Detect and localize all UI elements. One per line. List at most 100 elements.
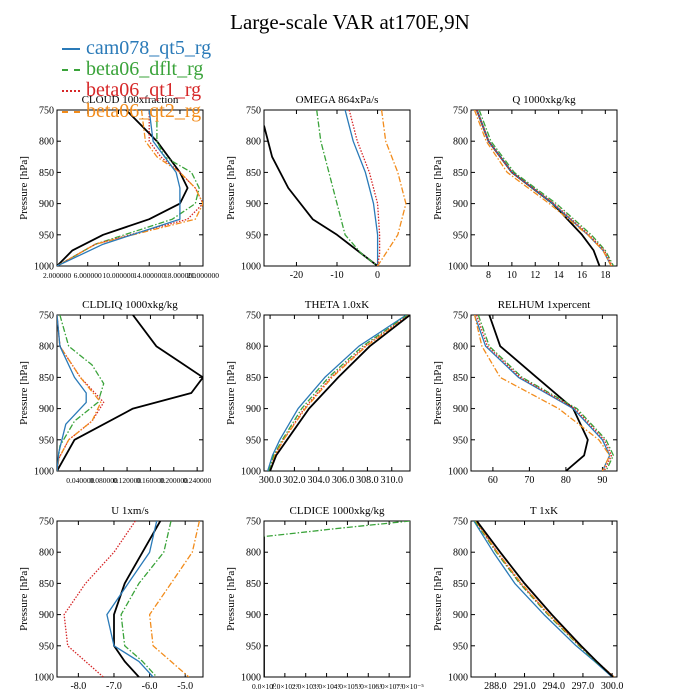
x-tick-label: -8.0 bbox=[70, 681, 86, 692]
panel-title: THETA 1.0xK bbox=[305, 299, 370, 311]
plot-frame bbox=[56, 314, 204, 472]
x-tick-label: 0.240000 bbox=[183, 476, 211, 485]
x-tick-label: -10 bbox=[330, 270, 343, 281]
series-line-beta06-qt1-rg bbox=[269, 315, 410, 471]
y-tick-label: 800 bbox=[39, 342, 54, 353]
y-axis-label: Pressure [hPa] bbox=[18, 361, 30, 425]
plot-frame bbox=[470, 520, 618, 678]
panel-title: CLOUD 100xfraction bbox=[82, 94, 179, 106]
legend-item: cam078_qt5_rg bbox=[62, 38, 211, 59]
y-tick-label: 750 bbox=[453, 517, 468, 528]
y-tick-label: 800 bbox=[39, 137, 54, 148]
series-group bbox=[57, 110, 203, 266]
series-line-beta06-qt1-rg bbox=[476, 110, 613, 266]
series-line-cam078-qt5-rg bbox=[106, 521, 158, 677]
y-tick-label: 1000 bbox=[34, 673, 54, 684]
y-tick-label: 750 bbox=[246, 311, 261, 322]
legend-label: cam078_qt5_rg bbox=[86, 37, 212, 59]
y-axis-label: Pressure [hPa] bbox=[225, 567, 237, 631]
x-tick-label: 90 bbox=[597, 475, 607, 486]
y-tick-label: 1000 bbox=[241, 673, 261, 684]
plot-frame bbox=[263, 520, 411, 678]
panel-title: U 1xm/s bbox=[111, 505, 149, 517]
y-tick-label: 900 bbox=[453, 199, 468, 210]
page-title: Large-scale VAR at170E,9N bbox=[230, 10, 470, 34]
legend-swatch bbox=[62, 69, 80, 72]
y-tick-label: 850 bbox=[39, 168, 54, 179]
y-tick-label: 1000 bbox=[448, 673, 468, 684]
panel-title: T 1xK bbox=[530, 505, 558, 517]
y-tick-label: 1000 bbox=[448, 467, 468, 478]
series-line-cam078-qt5-rg bbox=[267, 315, 407, 471]
y-tick-label: 850 bbox=[453, 373, 468, 384]
series-group bbox=[264, 110, 407, 266]
x-tick-label: 300.0 bbox=[259, 475, 282, 486]
x-tick-label: 6.000000 bbox=[74, 271, 102, 280]
y-tick-label: 900 bbox=[453, 610, 468, 621]
x-tick-label: 310.0 bbox=[381, 475, 404, 486]
series-line-beta06-qt2-rg bbox=[57, 110, 203, 266]
x-tick-label: 14 bbox=[554, 270, 564, 281]
y-tick-label: 950 bbox=[246, 641, 261, 652]
y-tick-label: 950 bbox=[246, 435, 261, 446]
x-tick-label: 18.000000 bbox=[164, 271, 196, 280]
series-group bbox=[473, 315, 615, 471]
x-tick-label: -20 bbox=[290, 270, 303, 281]
series-line-obs bbox=[57, 110, 189, 266]
series-line-beta06-qt2-rg bbox=[148, 521, 201, 677]
y-tick-label: 750 bbox=[39, 106, 54, 117]
series-line-cam078-qt5-rg bbox=[473, 521, 613, 677]
series-line-obs bbox=[57, 315, 203, 471]
y-tick-label: 850 bbox=[246, 373, 261, 384]
plot-frame bbox=[470, 109, 618, 267]
y-tick-label: 1000 bbox=[241, 262, 261, 273]
panel-title: OMEGA 864xPa/s bbox=[296, 94, 379, 106]
y-tick-label: 800 bbox=[453, 342, 468, 353]
panel-title: Q 1000xkg/kg bbox=[512, 94, 576, 106]
legend-swatch bbox=[62, 48, 80, 51]
y-tick-label: 850 bbox=[39, 579, 54, 590]
plot-frame bbox=[56, 520, 204, 678]
x-tick-label: 0.040000 bbox=[66, 476, 94, 485]
series-line-obs bbox=[269, 315, 410, 471]
series-line-beta06-qt2-rg bbox=[473, 110, 612, 266]
x-tick-label: 16 bbox=[577, 270, 587, 281]
x-tick-label: -5.0 bbox=[177, 681, 193, 692]
x-tick-label: 304.0 bbox=[308, 475, 331, 486]
y-tick-label: 950 bbox=[453, 641, 468, 652]
x-tick-label: 0.160000 bbox=[136, 476, 164, 485]
chart-panel: RELHUM 1xpercent Pressure [hPa] 750 800 850 9… bbox=[432, 299, 618, 486]
x-tick-label: 12 bbox=[530, 270, 540, 281]
x-tick-label: 21.000000 bbox=[187, 271, 219, 280]
x-tick-label: 4.0×10⁻⁵ bbox=[334, 682, 362, 691]
y-tick-label: 750 bbox=[246, 517, 261, 528]
plot-frame bbox=[56, 109, 204, 267]
y-tick-label: 1000 bbox=[448, 262, 468, 273]
plot-frame bbox=[470, 314, 618, 472]
panel-title: RELHUM 1xpercent bbox=[498, 299, 591, 311]
y-axis-label: Pressure [hPa] bbox=[225, 361, 237, 425]
chart-panel: U 1xm/s Pressure [hPa] 750 800 850 900 950 1000… bbox=[18, 505, 204, 692]
x-tick-label: 0.080000 bbox=[90, 476, 118, 485]
y-tick-label: 800 bbox=[246, 548, 261, 559]
series-line-beta06-dflt-rg bbox=[316, 110, 378, 266]
y-tick-label: 750 bbox=[453, 106, 468, 117]
series-line-beta06-qt1-rg bbox=[348, 110, 381, 266]
x-tick-label: 7.0×10⁻⁵ bbox=[396, 682, 424, 691]
y-tick-label: 950 bbox=[453, 230, 468, 241]
x-tick-label: 294.0 bbox=[542, 681, 565, 692]
legend-label: beta06_dflt_rg bbox=[86, 58, 204, 80]
legend-label: beta06_qt2_rg bbox=[86, 100, 202, 122]
series-line-beta06-qt2-rg bbox=[475, 521, 615, 677]
x-tick-label: 5.0×10⁻⁵ bbox=[354, 682, 382, 691]
x-tick-label: 80 bbox=[561, 475, 571, 486]
series-group bbox=[264, 521, 410, 677]
series-group bbox=[267, 315, 410, 471]
y-axis-label: Pressure [hPa] bbox=[18, 567, 30, 631]
series-line-cam078-qt5-rg bbox=[473, 315, 611, 471]
series-line-cam078-qt5-rg bbox=[344, 110, 379, 266]
x-tick-label: 10 bbox=[507, 270, 517, 281]
series-line-cam078-qt5-rg bbox=[57, 315, 87, 471]
chart-panel: Q 1000xkg/kg Pressure [hPa] 750 800 850 900 95… bbox=[432, 94, 618, 281]
y-tick-label: 850 bbox=[246, 579, 261, 590]
